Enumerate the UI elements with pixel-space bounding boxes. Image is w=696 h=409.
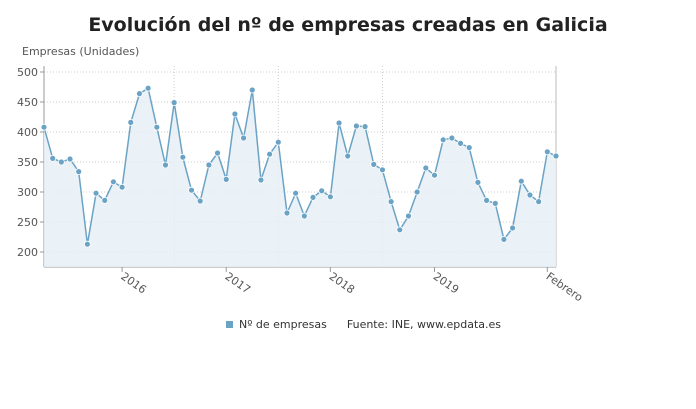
y-tick-label: 450 (17, 96, 38, 109)
data-point (49, 154, 57, 162)
legend-series-label: Nº de empresas (239, 318, 327, 331)
data-point (153, 123, 161, 131)
data-point (483, 196, 490, 204)
data-point (552, 152, 560, 160)
data-point (66, 155, 74, 163)
data-point (188, 186, 195, 194)
data-point (266, 150, 274, 158)
data-point (370, 160, 378, 168)
data-point (474, 178, 482, 186)
data-point (457, 139, 464, 147)
data-point (526, 191, 534, 199)
y-ticks: 200 250 300 350 400 450 500 (17, 66, 44, 259)
data-point (405, 212, 412, 220)
area-fill (44, 88, 556, 267)
data-point (162, 161, 169, 169)
y-axis-label: Empresas (Unidades) (22, 45, 139, 58)
data-point (509, 224, 517, 232)
data-point (431, 171, 438, 179)
data-point (40, 123, 48, 131)
data-point (318, 187, 326, 195)
data-point (179, 153, 187, 161)
data-point (101, 196, 109, 204)
data-point (127, 119, 135, 126)
data-point (491, 199, 499, 207)
data-point (517, 177, 525, 185)
data-point (326, 193, 334, 201)
series-line (43, 86, 557, 245)
data-point (144, 84, 152, 92)
y-tick-label: 500 (17, 66, 38, 79)
data-point (535, 198, 543, 206)
x-tick-label: 2019 (431, 270, 461, 297)
data-point (274, 138, 282, 146)
data-point (292, 189, 300, 197)
data-point (240, 134, 247, 142)
data-point (413, 188, 421, 196)
data-point (248, 86, 256, 94)
legend: Nº de empresas Fuente: INE, www.epdata.e… (226, 318, 501, 331)
data-point (344, 152, 352, 160)
y-tick-label: 300 (17, 186, 38, 199)
data-point (543, 148, 551, 156)
x-tick-label: Febrero (544, 270, 586, 305)
data-point (231, 110, 239, 118)
data-point (257, 176, 265, 184)
x-tick-label: 2018 (327, 270, 357, 297)
data-point (283, 209, 291, 217)
data-point (379, 166, 386, 174)
data-point (309, 193, 317, 201)
data-point (222, 175, 230, 183)
series-points (40, 84, 560, 248)
data-point (75, 168, 83, 176)
y-tick-label: 350 (17, 156, 38, 169)
data-point (214, 149, 221, 157)
data-point (448, 134, 456, 142)
source-note: Fuente: INE, www.epdata.es (346, 318, 502, 331)
data-point (422, 164, 430, 172)
data-point (439, 136, 447, 144)
data-point (396, 226, 404, 234)
data-point (136, 90, 143, 97)
data-point (205, 161, 213, 169)
data-point (92, 189, 100, 197)
data-point (353, 122, 360, 130)
series-area (43, 86, 557, 267)
y-tick-label: 200 (17, 246, 38, 259)
data-point (387, 198, 395, 206)
y-tick-label: 400 (17, 126, 38, 139)
chart-title: Evolución del nº de empresas creadas en … (88, 14, 608, 36)
x-tick-label: 2017 (223, 270, 253, 297)
data-point (57, 158, 65, 166)
x-ticks: 2016 2017 2018 2019 Febrero (118, 267, 585, 304)
data-point (110, 178, 117, 186)
data-point (300, 212, 308, 220)
x-tick-label: 2016 (118, 270, 148, 297)
data-point (83, 240, 91, 248)
data-point (118, 183, 126, 191)
data-point (170, 99, 178, 106)
data-point (335, 119, 343, 127)
data-point (196, 197, 204, 205)
data-point (500, 235, 508, 243)
legend-swatch (226, 321, 233, 328)
y-tick-label: 250 (17, 216, 38, 229)
data-point (465, 144, 473, 152)
data-point (361, 123, 369, 130)
